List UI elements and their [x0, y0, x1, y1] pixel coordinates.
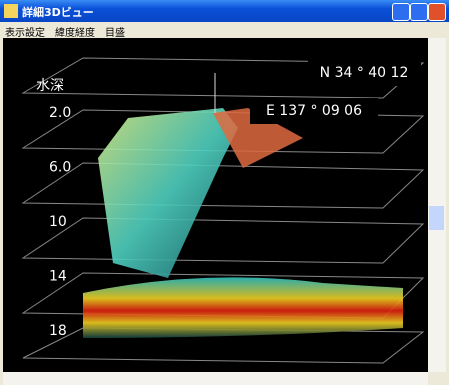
depth-label: 水深 [36, 78, 64, 94]
seafloor-band [83, 277, 403, 338]
title-bar: 詳細3Dビュー [0, 0, 449, 22]
window-title: 詳細3Dビュー [22, 4, 94, 20]
latitude-label: N 34 ° 40 12 [320, 65, 409, 81]
longitude-label: E 137 ° 09 06 [266, 103, 362, 119]
depth-tick: 6.0 [49, 160, 71, 176]
sonar-view: 水深 2.0 6.0 10 14 18 N 34 ° 40 12 E 137 ° 09 06 [3, 38, 428, 372]
close-button[interactable] [428, 3, 446, 21]
scroll-thumb[interactable] [429, 206, 444, 230]
depth-tick: 14 [49, 269, 67, 285]
menu-bar: 表示設定緯度経度目盛 [0, 22, 449, 38]
horizontal-scrollbar[interactable] [3, 372, 428, 385]
depth-tick: 10 [49, 214, 67, 230]
seafloor-wall [98, 108, 238, 278]
minimize-button[interactable] [392, 3, 410, 21]
depth-tick: 2.0 [49, 105, 71, 121]
depth-tick: 18 [49, 323, 67, 339]
app-icon [4, 4, 18, 18]
sonar-canvas: 水深 2.0 6.0 10 14 18 N 34 ° 40 12 E 137 ° 09 06 [3, 38, 428, 372]
vertical-scrollbar[interactable] [428, 38, 446, 372]
maximize-button[interactable] [410, 3, 428, 21]
app-window: 詳細3Dビュー 表示設定緯度経度目盛 [0, 0, 449, 385]
